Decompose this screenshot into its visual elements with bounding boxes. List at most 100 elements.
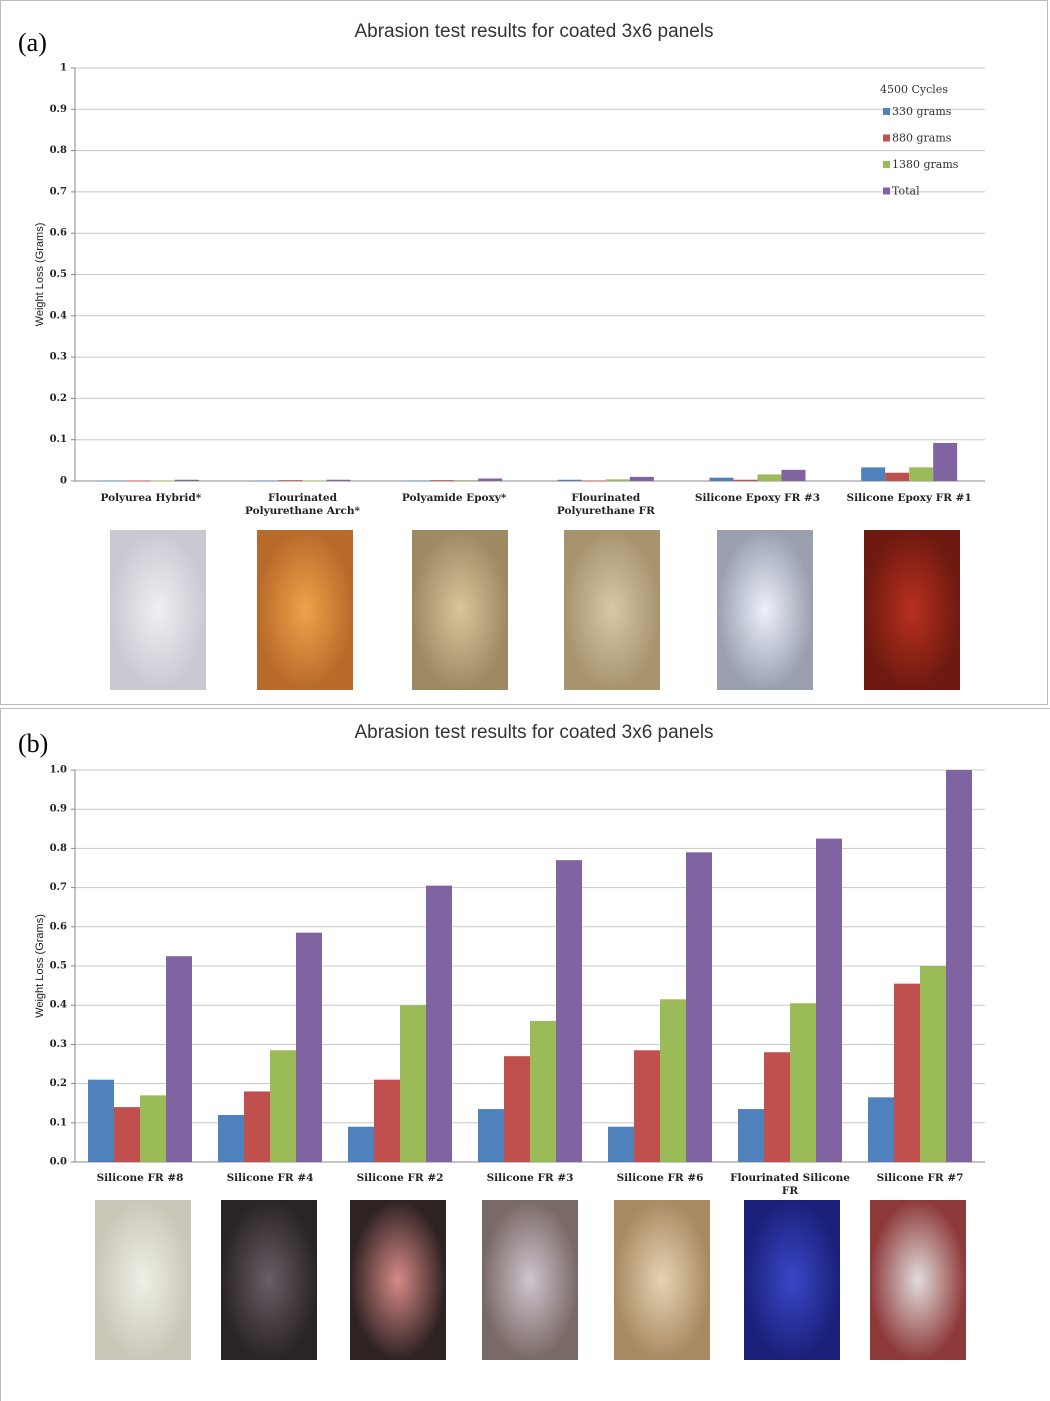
panel-photo <box>717 530 813 690</box>
panel-photo <box>350 1200 446 1360</box>
bar <box>114 1107 140 1162</box>
x-tick-label: Silicone FR #2 <box>356 1172 444 1184</box>
bar <box>166 956 192 1162</box>
bar <box>605 479 630 481</box>
panel-photo <box>864 530 960 690</box>
x-tick-label: Polyamide Epoxy* <box>401 492 507 504</box>
bar <box>88 1079 114 1162</box>
bar <box>326 479 351 481</box>
bar <box>504 1056 530 1162</box>
bar <box>608 1126 634 1162</box>
y-tick-label: 1.0 <box>50 765 67 776</box>
bar <box>278 480 303 481</box>
bar <box>790 1003 816 1162</box>
bar <box>764 1052 790 1162</box>
x-tick-label: Polyurea Hybrid* <box>100 492 202 504</box>
bar <box>946 770 972 1162</box>
x-tick-label: Flourinated Silicone FR <box>730 1172 850 1197</box>
legend-swatch <box>883 187 890 195</box>
bar <box>757 474 782 481</box>
bar <box>406 480 431 482</box>
panel-label: (b) <box>18 729 48 758</box>
y-tick-label: 0.7 <box>50 882 67 893</box>
y-tick-label: 0.4 <box>50 1000 67 1011</box>
bar <box>454 480 479 481</box>
bar <box>478 1109 504 1162</box>
x-tick-label: Silicone FR #4 <box>226 1172 314 1184</box>
y-tick-label: 0.5 <box>50 961 67 972</box>
bar <box>430 480 455 481</box>
bar <box>296 932 322 1162</box>
x-tick-label: Flourinated Polyurethane FR <box>556 492 655 517</box>
bar <box>933 443 958 481</box>
panel-photo <box>110 530 206 690</box>
y-tick-label: 1 <box>60 63 67 74</box>
y-tick-label: 0.9 <box>50 804 67 815</box>
bar <box>581 480 606 482</box>
panel-photo <box>95 1200 191 1360</box>
bar <box>140 1095 166 1162</box>
y-tick-label: 0.7 <box>50 186 67 197</box>
bar <box>868 1097 894 1162</box>
bar <box>478 478 503 481</box>
panel-photo <box>412 530 508 690</box>
y-tick-label: 0.6 <box>50 921 67 932</box>
chart-title: Abrasion test results for coated 3x6 pan… <box>354 21 713 42</box>
panel-photo <box>614 1200 710 1360</box>
legend-label: 330 grams <box>892 105 952 118</box>
y-tick-label: 0.0 <box>50 1157 67 1168</box>
bar <box>400 1005 426 1162</box>
y-tick-label: 0.4 <box>50 310 67 321</box>
bar <box>348 1126 374 1162</box>
legend-label: Total <box>892 185 920 198</box>
y-tick-label: 0.8 <box>50 145 67 156</box>
y-tick-label: 0.2 <box>50 393 67 404</box>
bar <box>894 983 920 1162</box>
bar <box>781 469 806 481</box>
legend-label: 880 grams <box>892 132 952 145</box>
bar <box>174 479 199 481</box>
bar <box>302 480 327 482</box>
panel-label: (a) <box>18 28 47 57</box>
bar <box>733 479 758 481</box>
bar <box>920 966 946 1162</box>
y-tick-label: 0.1 <box>50 434 67 445</box>
bar <box>885 472 910 481</box>
bar <box>426 885 452 1162</box>
panel-photo <box>870 1200 966 1360</box>
y-tick-label: 0.1 <box>50 1117 67 1128</box>
legend-swatch <box>883 134 890 142</box>
panel-photo <box>221 1200 317 1360</box>
x-tick-label: Silicone Epoxy FR #3 <box>694 492 821 504</box>
chart-title: Abrasion test results for coated 3x6 pan… <box>354 722 713 743</box>
bar <box>861 467 886 481</box>
y-tick-label: 0.6 <box>50 228 67 239</box>
bar <box>629 476 654 481</box>
bar <box>530 1020 556 1162</box>
panel-border <box>0 0 1048 705</box>
bar <box>244 1091 270 1162</box>
panel-border <box>0 708 1050 1401</box>
bar <box>270 1050 296 1162</box>
bar <box>254 480 279 482</box>
bar <box>102 480 127 482</box>
bar <box>374 1079 400 1162</box>
y-tick-label: 0.3 <box>50 352 67 363</box>
bar <box>738 1109 764 1162</box>
x-tick-label: Silicone FR #7 <box>876 1172 964 1184</box>
panel-photo <box>482 1200 578 1360</box>
x-tick-label: Silicone FR #6 <box>616 1172 704 1184</box>
y-tick-label: 0.3 <box>50 1039 67 1050</box>
legend-label: 1380 grams <box>892 158 959 171</box>
x-tick-label: Silicone FR #3 <box>486 1172 574 1184</box>
bar <box>126 480 151 482</box>
panel-photo <box>744 1200 840 1360</box>
y-tick-label: 0.9 <box>50 104 67 115</box>
legend-title: 4500 Cycles <box>880 83 948 96</box>
panel-photo <box>564 530 660 690</box>
y-axis-label: Weight Loss (Grams) <box>34 914 46 1018</box>
bar <box>709 477 734 481</box>
y-tick-label: 0.2 <box>50 1078 67 1089</box>
